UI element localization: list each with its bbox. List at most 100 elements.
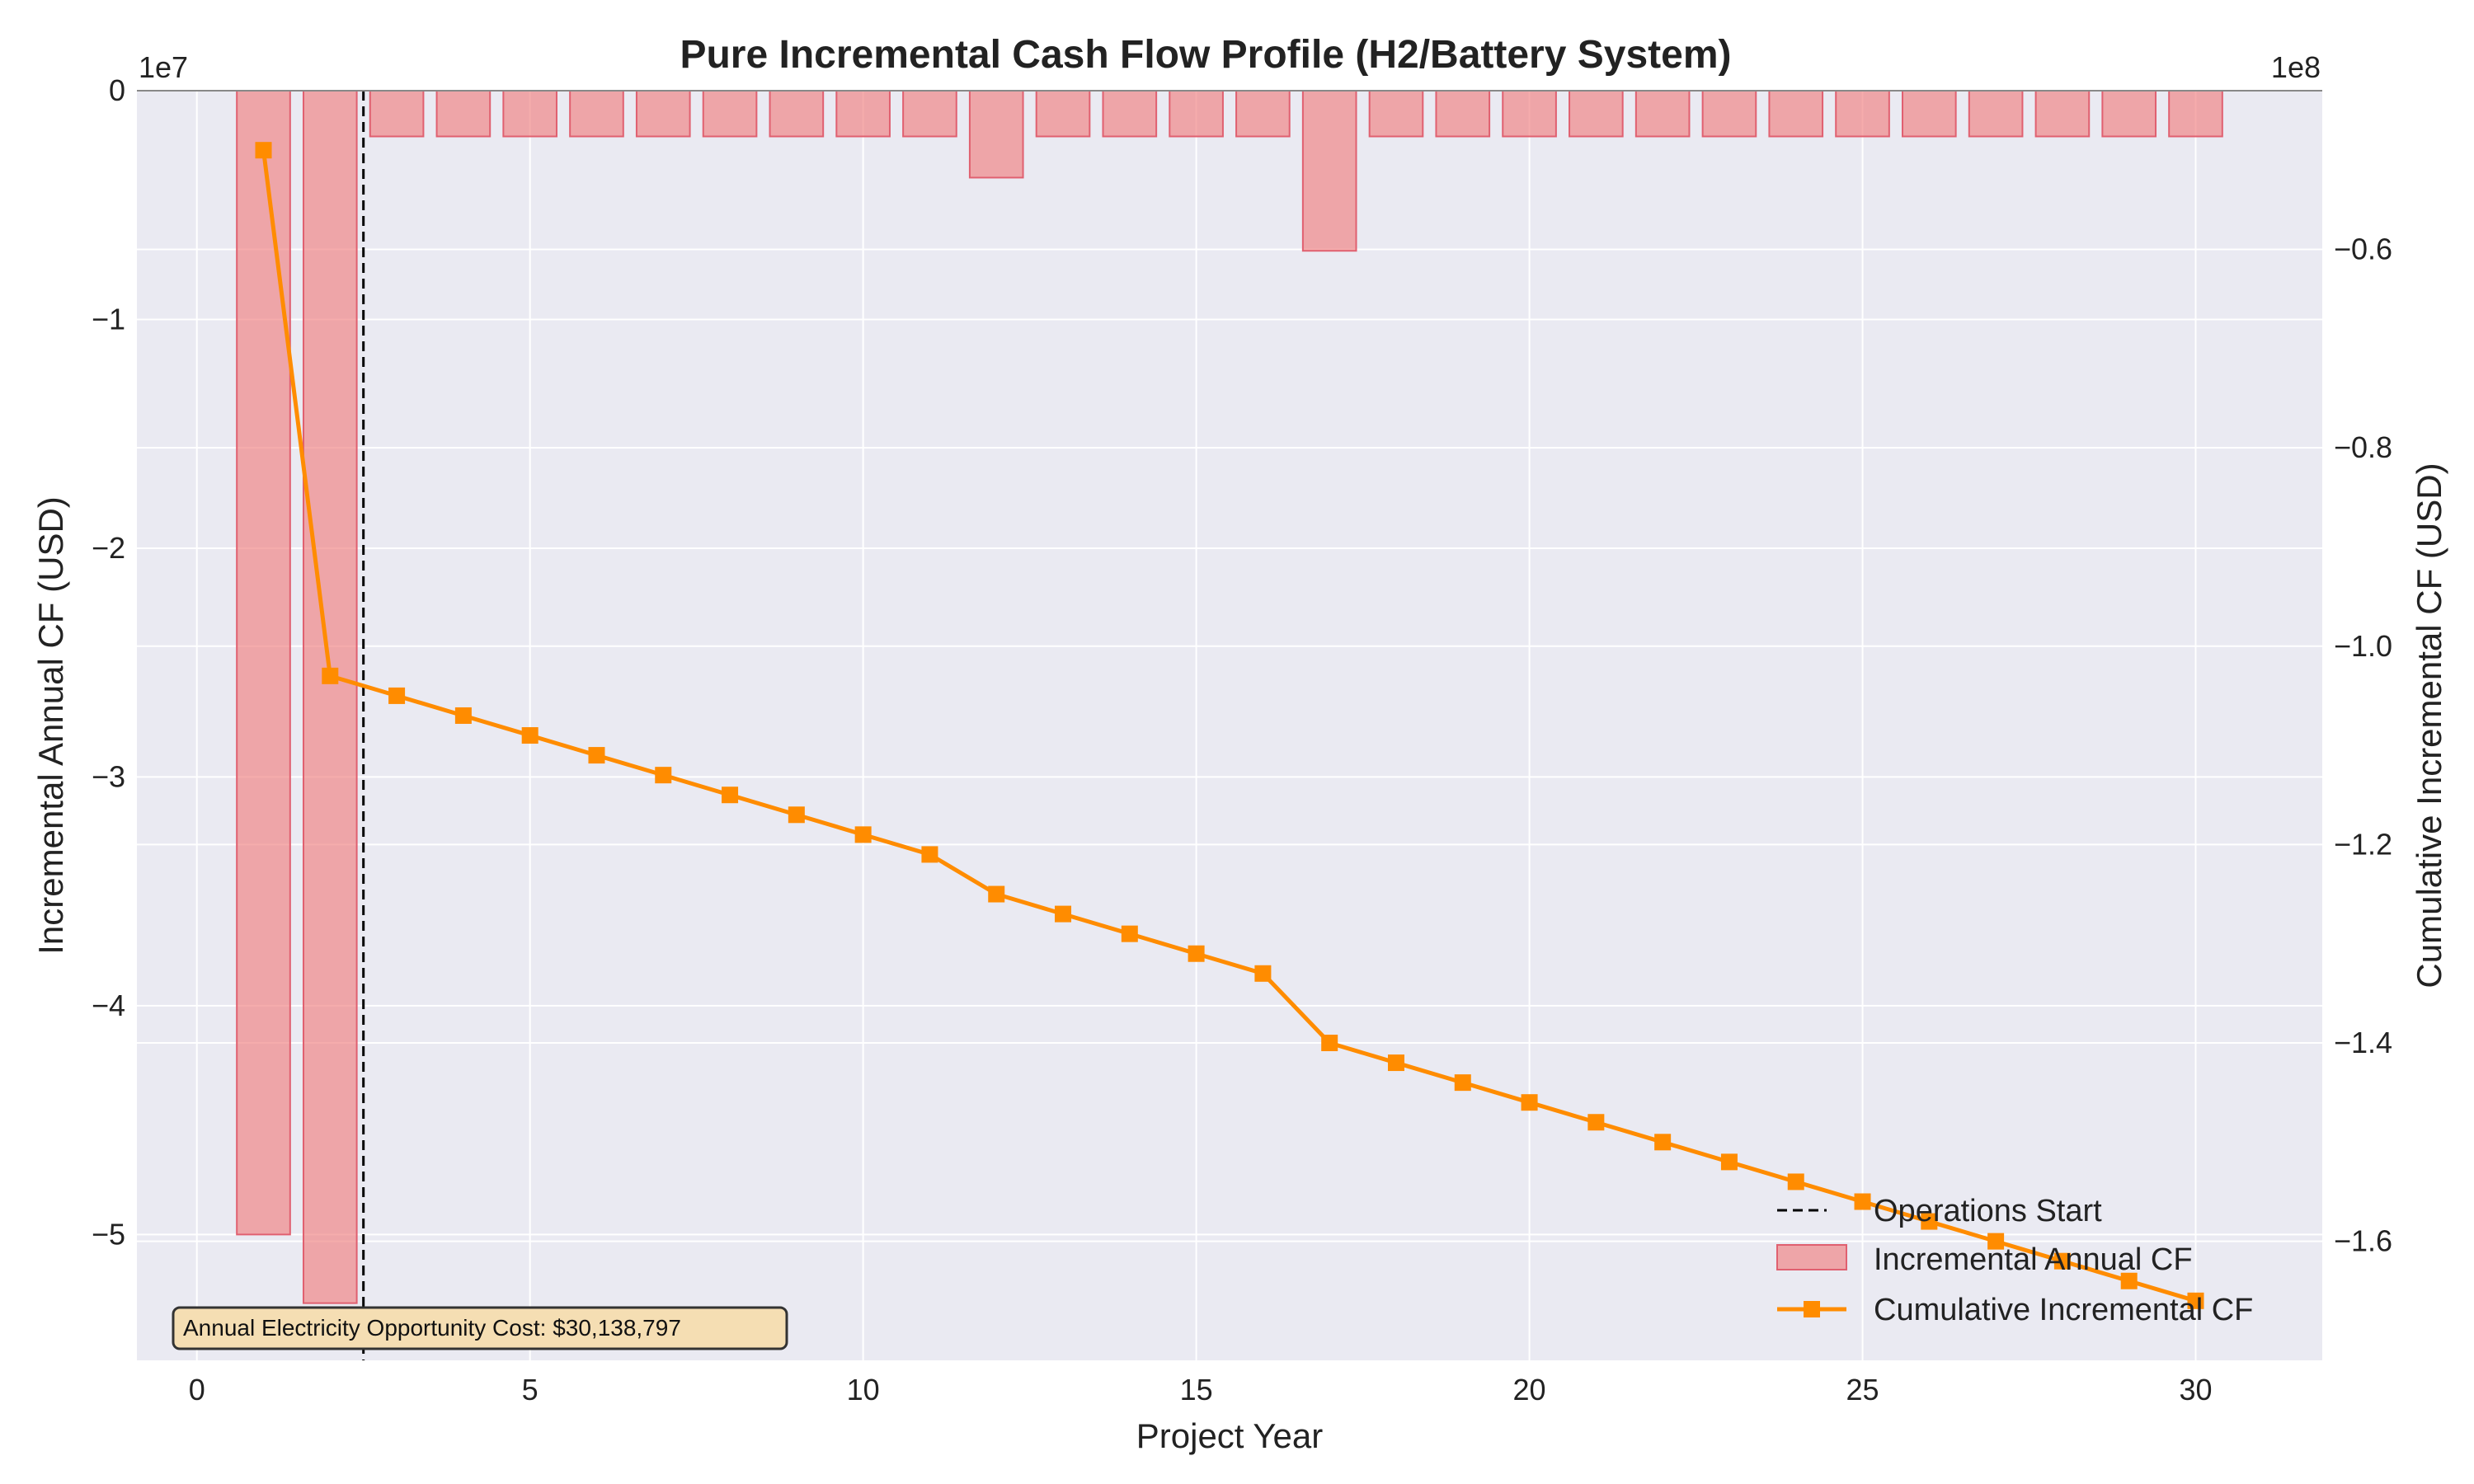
y-tick-label-left: 0 bbox=[109, 73, 125, 107]
bar-year-14 bbox=[1102, 90, 1158, 138]
annotation-background bbox=[172, 1306, 788, 1350]
bar-year-20 bbox=[1502, 90, 1557, 138]
cumulative-line-series bbox=[255, 142, 2204, 1309]
bar-year-9 bbox=[769, 90, 825, 138]
axes: 0 5 10 15 20 25 30 0 −1 −2 −3 −4 −5 −0.6 −0.8 −1.0 −1.2 −… bbox=[92, 73, 2392, 1407]
cumulative-point-year-15 bbox=[1188, 945, 1205, 962]
plot-background bbox=[137, 91, 2322, 1360]
x-tick-label: 0 bbox=[189, 1373, 205, 1407]
x-tick-label: 15 bbox=[1180, 1373, 1213, 1407]
bar-year-1 bbox=[236, 90, 291, 1236]
bar-year-29 bbox=[2101, 90, 2157, 138]
bar-year-10 bbox=[835, 90, 891, 138]
bar-year-27 bbox=[1968, 90, 2024, 138]
y-tick-label-left: −5 bbox=[92, 1217, 125, 1251]
bar-year-3 bbox=[369, 90, 425, 138]
cumulative-point-year-6 bbox=[588, 747, 605, 764]
bar-year-13 bbox=[1035, 90, 1091, 138]
cumulative-point-year-4 bbox=[454, 707, 472, 724]
bar-year-16 bbox=[1235, 90, 1291, 138]
cumulative-point-year-19 bbox=[1454, 1074, 1471, 1092]
cumulative-point-year-17 bbox=[1321, 1035, 1338, 1051]
annotation-box: Annual Electricity Opportunity Cost: $30… bbox=[172, 1306, 788, 1350]
legend-swatch-incremental-annual-cf bbox=[1776, 1244, 1847, 1270]
cumulative-point-year-28 bbox=[2053, 1252, 2071, 1270]
bar-year-28 bbox=[2034, 90, 2091, 138]
bar-year-5 bbox=[502, 90, 557, 138]
cumulative-point-year-20 bbox=[1521, 1094, 1538, 1111]
legend-label-incremental-annual-cf: Incremental Annual CF bbox=[1874, 1242, 2193, 1277]
y-tick-label-right: −1.6 bbox=[2334, 1224, 2392, 1258]
bar-year-18 bbox=[1368, 90, 1424, 138]
bar-year-6 bbox=[569, 90, 624, 138]
cumulative-point-year-12 bbox=[988, 885, 1005, 903]
bar-year-12 bbox=[968, 90, 1024, 179]
annotation-text: Annual Electricity Opportunity Cost: $30… bbox=[183, 1315, 681, 1341]
bar-year-11 bbox=[902, 90, 957, 138]
cumulative-point-year-29 bbox=[2120, 1272, 2138, 1289]
legend-label-cumulative-incremental-cf: Cumulative Incremental CF bbox=[1874, 1293, 2253, 1327]
x-tick-label: 25 bbox=[1846, 1373, 1879, 1407]
x-tick-label: 30 bbox=[2179, 1373, 2212, 1407]
cumulative-point-year-14 bbox=[1121, 925, 1138, 942]
y-tick-label-left: −1 bbox=[92, 302, 125, 336]
cumulative-point-year-5 bbox=[521, 727, 539, 744]
cumulative-point-year-10 bbox=[854, 826, 872, 843]
cumulative-point-year-25 bbox=[1854, 1193, 1871, 1210]
cumulative-point-year-24 bbox=[1787, 1173, 1804, 1190]
bar-year-15 bbox=[1169, 90, 1224, 138]
grid-lines bbox=[137, 90, 2322, 1360]
y-tick-label-left: −3 bbox=[92, 759, 125, 793]
cumulative-line bbox=[261, 149, 2197, 1303]
bar-year-21 bbox=[1569, 90, 1624, 138]
cumulative-point-year-18 bbox=[1387, 1054, 1404, 1072]
y-axis-label-right: Cumulative Incremental CF (USD) bbox=[2410, 463, 2448, 988]
bar-year-8 bbox=[702, 90, 758, 138]
cumulative-point-year-3 bbox=[388, 687, 406, 704]
y-tick-label-right: −0.8 bbox=[2334, 430, 2392, 464]
legend: Operations Start Incremental Annual CF C… bbox=[1776, 1194, 2253, 1327]
cumulative-point-year-26 bbox=[1921, 1213, 1938, 1230]
y-tick-label-right: −1.2 bbox=[2334, 827, 2392, 861]
y-tick-label-left: −4 bbox=[92, 989, 125, 1022]
y-tick-label-right: −1.0 bbox=[2334, 629, 2392, 663]
x-axis-label: Project Year bbox=[1136, 1416, 1324, 1455]
bar-year-19 bbox=[1435, 90, 1491, 138]
cumulative-point-year-1 bbox=[255, 142, 272, 159]
y-tick-label-left: −2 bbox=[92, 531, 125, 565]
cumulative-point-year-7 bbox=[655, 767, 672, 784]
y-axis-offset-right: 1e8 bbox=[2271, 50, 2321, 84]
bar-year-4 bbox=[435, 90, 492, 138]
chart-title: Pure Incremental Cash Flow Profile (H2/B… bbox=[680, 33, 1731, 77]
cumulative-point-year-22 bbox=[1654, 1134, 1672, 1151]
bar-year-23 bbox=[1701, 90, 1757, 138]
legend-marker-cumulative-incremental-cf bbox=[1804, 1301, 1820, 1317]
bar-year-30 bbox=[2168, 90, 2223, 138]
bar-year-22 bbox=[1634, 90, 1691, 138]
y-tick-label-right: −0.6 bbox=[2334, 232, 2392, 266]
y-axis-offset-left: 1e7 bbox=[139, 50, 188, 84]
cumulative-point-year-8 bbox=[722, 787, 739, 804]
cumulative-point-year-21 bbox=[1587, 1114, 1605, 1131]
cumulative-point-year-16 bbox=[1254, 965, 1272, 982]
cumulative-point-year-27 bbox=[1987, 1233, 2005, 1250]
bar-year-2 bbox=[302, 90, 358, 1304]
x-tick-label: 20 bbox=[1513, 1373, 1546, 1407]
y-axis-label-left: Incremental Annual CF (USD) bbox=[31, 496, 70, 955]
legend-label-operations-start: Operations Start bbox=[1874, 1194, 2102, 1228]
bar-year-25 bbox=[1835, 90, 1890, 138]
cumulative-point-year-23 bbox=[1720, 1153, 1738, 1171]
y-tick-label-right: −1.4 bbox=[2334, 1026, 2392, 1059]
bar-year-7 bbox=[635, 90, 691, 138]
x-tick-label: 10 bbox=[847, 1373, 880, 1407]
bar-year-24 bbox=[1768, 90, 1824, 138]
cumulative-point-year-30 bbox=[2187, 1292, 2204, 1309]
cumulative-point-year-11 bbox=[921, 846, 938, 863]
x-tick-label: 5 bbox=[522, 1373, 539, 1407]
cumulative-point-year-2 bbox=[322, 667, 339, 684]
cumulative-point-year-9 bbox=[788, 806, 805, 824]
cumulative-point-year-13 bbox=[1055, 905, 1072, 923]
bar-year-17 bbox=[1301, 90, 1357, 252]
